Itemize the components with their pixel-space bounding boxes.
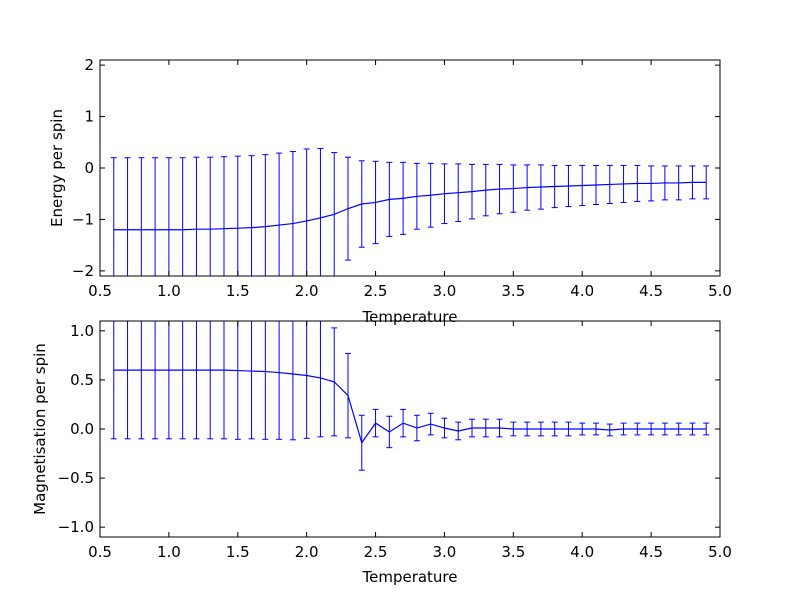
y-tick-label: −0.5 <box>58 469 94 487</box>
x-tick-label: 3.0 <box>433 282 457 300</box>
x-axis-label: Temperature <box>361 568 457 586</box>
y-tick-label: 0.5 <box>70 371 94 389</box>
x-tick-label: 1.0 <box>157 282 181 300</box>
y-tick-label: 0.0 <box>70 420 94 438</box>
x-tick-label: 5.0 <box>708 543 732 561</box>
x-tick-label: 2.0 <box>295 543 319 561</box>
plot-area <box>110 147 710 276</box>
axes-frame <box>99 59 721 277</box>
magnetisation-panel: 0.5 1.0 1.5 2.0 2.5 3.0 3.5 4.0 4.5 5.0 −1.0 −0.5 0.… <box>31 320 732 586</box>
y-tick-label: −1.0 <box>58 518 94 536</box>
x-tick-label: 2.0 <box>295 282 319 300</box>
x-tick-label: 4.5 <box>639 543 663 561</box>
x-tick-label: 0.5 <box>88 282 112 300</box>
x-tick-label: 4.0 <box>570 543 594 561</box>
x-tick-label: 2.5 <box>364 543 388 561</box>
x-tick-label: 5.0 <box>708 282 732 300</box>
series-line <box>113 181 707 231</box>
x-tick-label: 1.0 <box>157 543 181 561</box>
x-tick-label: 1.5 <box>226 282 250 300</box>
y-tick-label: −2 <box>72 262 94 280</box>
y-tick-label: −1 <box>72 210 94 228</box>
x-tick-label: 4.5 <box>639 282 663 300</box>
x-tick-label: 1.5 <box>226 543 250 561</box>
x-tick-label: 4.0 <box>570 282 594 300</box>
y-axis-label: Magnetisation per spin <box>31 343 49 515</box>
x-tick-label: 3.0 <box>433 543 457 561</box>
x-tick-label: 2.5 <box>364 282 388 300</box>
y-tick-label: 2 <box>84 56 94 74</box>
plot-area <box>110 321 710 471</box>
y-tick-label: 1 <box>84 108 94 126</box>
energy-panel: 0.5 1.0 1.5 2.0 2.5 3.0 3.5 4.0 4.5 5.0−2−1012Tem… <box>48 56 732 326</box>
y-tick-label: 1.0 <box>70 322 94 340</box>
series-line <box>113 369 707 445</box>
x-tick-label: 0.5 <box>88 543 112 561</box>
x-tick-label: 3.5 <box>501 282 525 300</box>
y-axis-label: Energy per spin <box>48 109 66 227</box>
x-tick-label: 3.5 <box>501 543 525 561</box>
y-tick-label: 0 <box>84 159 94 177</box>
